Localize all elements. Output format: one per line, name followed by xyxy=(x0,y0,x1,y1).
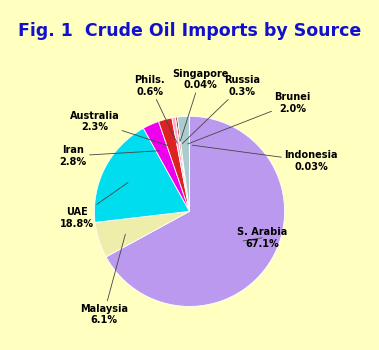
Text: UAE
18.8%: UAE 18.8% xyxy=(60,183,128,229)
Wedge shape xyxy=(94,128,190,222)
Wedge shape xyxy=(159,118,190,211)
Text: Brunei
2.0%: Brunei 2.0% xyxy=(188,92,311,144)
Text: Australia
2.3%: Australia 2.3% xyxy=(70,111,170,146)
Wedge shape xyxy=(177,116,190,211)
Wedge shape xyxy=(175,117,190,211)
Text: Indonesia
0.03%: Indonesia 0.03% xyxy=(192,145,338,172)
Text: Fig. 1  Crude Oil Imports by Source: Fig. 1 Crude Oil Imports by Source xyxy=(18,22,361,40)
Wedge shape xyxy=(175,117,190,211)
Text: Iran
2.8%: Iran 2.8% xyxy=(60,145,160,167)
Text: S. Arabia
67.1%: S. Arabia 67.1% xyxy=(237,227,287,248)
Text: Phils.
0.6%: Phils. 0.6% xyxy=(135,75,177,143)
Text: Singapore
0.04%: Singapore 0.04% xyxy=(172,69,228,141)
Text: Russia
0.3%: Russia 0.3% xyxy=(182,75,260,144)
Wedge shape xyxy=(95,211,190,257)
Wedge shape xyxy=(172,117,190,211)
Wedge shape xyxy=(106,116,285,306)
Wedge shape xyxy=(143,121,190,211)
Text: Malaysia
6.1%: Malaysia 6.1% xyxy=(80,234,128,325)
